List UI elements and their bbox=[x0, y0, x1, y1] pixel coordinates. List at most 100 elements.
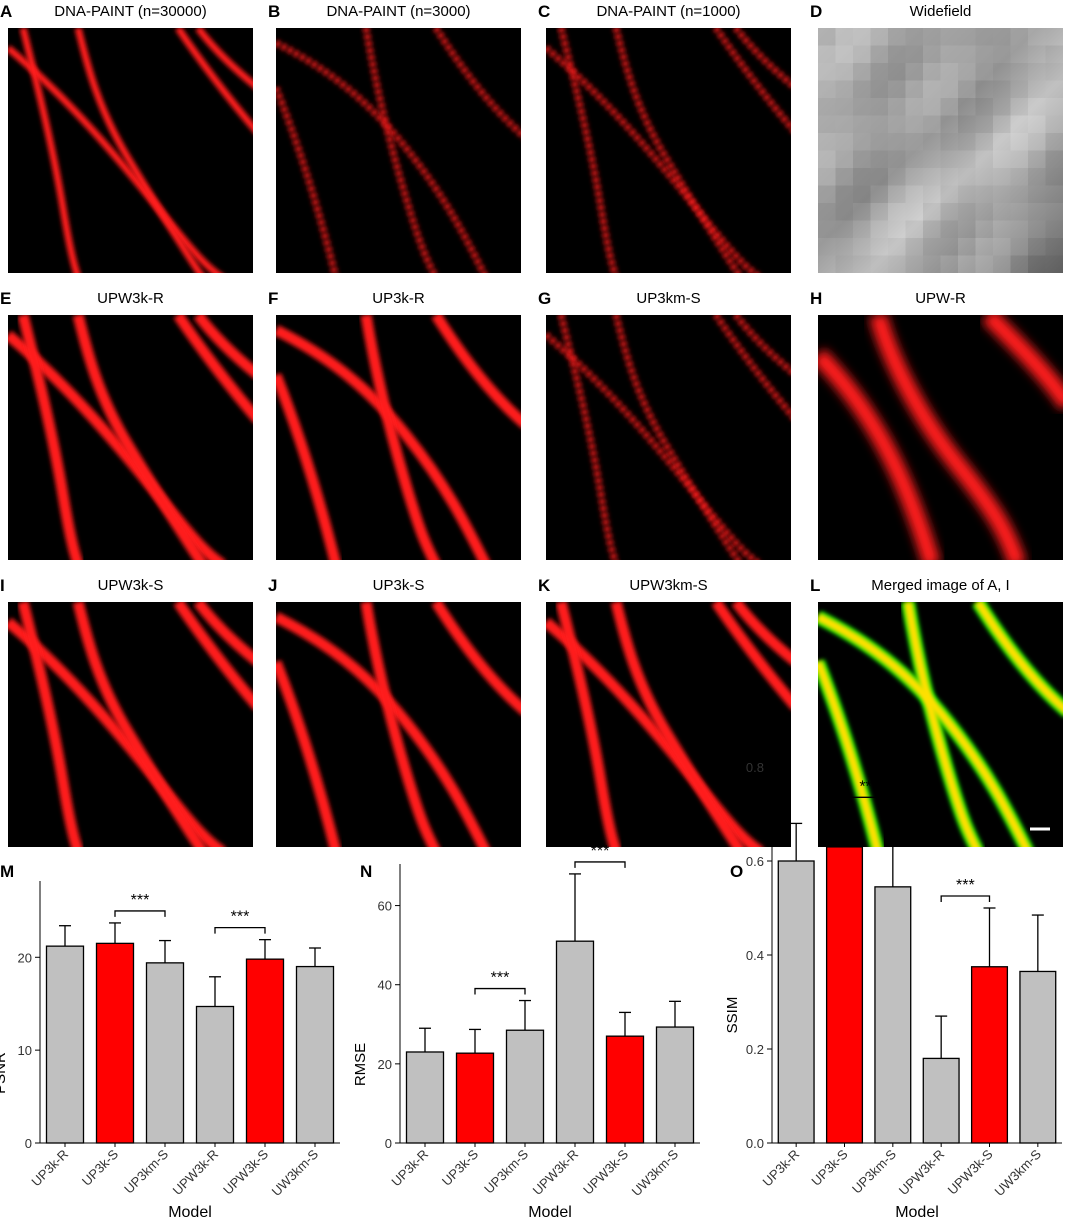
panel-letter: K bbox=[538, 576, 551, 595]
panel-letter: I bbox=[0, 576, 5, 595]
panel-title: Merged image of A, I bbox=[871, 577, 1009, 594]
panel-title: UPW3k-R bbox=[97, 290, 164, 307]
image-panel bbox=[546, 315, 791, 560]
x-tick-label: UP3km-S bbox=[849, 1146, 899, 1196]
panel-letter: D bbox=[810, 2, 822, 21]
bar bbox=[777, 860, 815, 1144]
y-tick-label: 0 bbox=[25, 1136, 32, 1151]
bar bbox=[505, 1029, 545, 1144]
y-tick-label: 60 bbox=[378, 899, 392, 914]
image-panel bbox=[8, 28, 253, 273]
bar bbox=[1019, 970, 1057, 1144]
y-tick-label: 0.4 bbox=[746, 948, 764, 963]
widefield-image bbox=[818, 28, 1063, 273]
y-tick-label: 0.8 bbox=[746, 760, 764, 775]
significance-bracket bbox=[843, 796, 894, 804]
x-tick-label: UP3k-S bbox=[439, 1146, 482, 1189]
panel-letter: J bbox=[268, 576, 277, 595]
panel-letter: N bbox=[360, 862, 372, 881]
y-axis-label: SSIM bbox=[724, 997, 741, 1034]
significance-bracket bbox=[474, 987, 526, 995]
bar bbox=[922, 1057, 960, 1144]
x-tick-label: UW3km-S bbox=[269, 1146, 322, 1199]
x-axis-label: Model bbox=[528, 1204, 572, 1220]
panel-letter: B bbox=[268, 2, 280, 21]
bar bbox=[45, 945, 85, 1144]
image-background bbox=[8, 602, 253, 847]
x-tick-label: UPW3k-R bbox=[530, 1147, 581, 1198]
image-panel bbox=[818, 28, 1063, 273]
image-panel bbox=[8, 602, 253, 847]
x-tick-label: UW3km-S bbox=[991, 1146, 1044, 1199]
panel-letter: F bbox=[268, 289, 278, 308]
significance-label: *** bbox=[956, 877, 975, 894]
panel-title: UP3k-R bbox=[372, 290, 425, 307]
significance-label: *** bbox=[591, 843, 610, 860]
significance-label: *** bbox=[859, 778, 878, 795]
significance-label: *** bbox=[131, 892, 150, 909]
x-tick-label: UPW3k-S bbox=[945, 1146, 996, 1197]
panel-title: UP3k-S bbox=[373, 577, 425, 594]
y-tick-label: 0 bbox=[385, 1136, 392, 1151]
bar bbox=[655, 1026, 695, 1144]
panel-letter: O bbox=[730, 862, 743, 881]
bar bbox=[245, 958, 285, 1144]
panel-letter: C bbox=[538, 2, 550, 21]
bar bbox=[195, 1005, 235, 1144]
bar bbox=[455, 1052, 495, 1144]
image-panel bbox=[276, 315, 521, 560]
bar bbox=[970, 966, 1009, 1144]
image-panel bbox=[276, 602, 521, 847]
image-background bbox=[8, 28, 253, 273]
y-tick-label: 0.2 bbox=[746, 1042, 764, 1057]
x-axis-label: Model bbox=[895, 1204, 939, 1220]
x-tick-label: UP3k-S bbox=[808, 1146, 851, 1189]
bar bbox=[405, 1051, 445, 1144]
image-background bbox=[8, 315, 253, 560]
bar bbox=[874, 886, 912, 1144]
panel-title: UPW3km-S bbox=[629, 577, 707, 594]
y-axis-label: RMSE bbox=[352, 1043, 369, 1086]
image-background bbox=[276, 28, 521, 273]
panel-title: UPW-R bbox=[915, 290, 966, 307]
y-tick-label: 20 bbox=[18, 950, 32, 965]
y-tick-label: 10 bbox=[18, 1043, 32, 1058]
image-panel bbox=[276, 28, 521, 273]
panel-letter: L bbox=[810, 576, 820, 595]
image-background bbox=[546, 315, 791, 560]
bar bbox=[605, 1035, 645, 1144]
image-panel bbox=[546, 602, 791, 847]
significance-label: *** bbox=[231, 909, 250, 926]
bar bbox=[825, 846, 864, 1144]
panel-title: DNA-PAINT (n=1000) bbox=[596, 3, 740, 20]
x-tick-label: UPW3k-R bbox=[896, 1147, 947, 1198]
significance-label: *** bbox=[491, 970, 510, 987]
panel-title: DNA-PAINT (n=3000) bbox=[326, 3, 470, 20]
image-panel bbox=[546, 28, 791, 273]
y-tick-label: 0.6 bbox=[746, 854, 764, 869]
x-tick-label: UP3k-S bbox=[79, 1146, 122, 1189]
x-tick-label: UP3k-R bbox=[28, 1147, 71, 1190]
image-panel bbox=[818, 602, 1063, 847]
panel-letter: H bbox=[810, 289, 822, 308]
x-tick-label: UPW3k-R bbox=[170, 1147, 221, 1198]
image-panel bbox=[818, 315, 1063, 560]
y-tick-label: 20 bbox=[378, 1057, 392, 1072]
x-tick-label: UP3k-R bbox=[759, 1147, 802, 1190]
x-tick-label: UP3k-R bbox=[388, 1147, 431, 1190]
y-axis-label: PSNR bbox=[0, 1052, 9, 1094]
x-tick-label: UP3km-S bbox=[121, 1146, 171, 1196]
y-tick-label: 0.0 bbox=[746, 1136, 764, 1151]
x-tick-label: UPW3k-S bbox=[220, 1146, 271, 1197]
significance-bracket bbox=[574, 861, 626, 868]
x-tick-label: UW3km-S bbox=[629, 1146, 682, 1199]
panel-title: DNA-PAINT (n=30000) bbox=[54, 3, 206, 20]
bar bbox=[145, 962, 185, 1144]
panel-letter: A bbox=[0, 2, 12, 21]
panel-title: Widefield bbox=[910, 3, 972, 20]
bar bbox=[555, 940, 595, 1144]
x-tick-label: UP3km-S bbox=[481, 1146, 531, 1196]
significance-bracket bbox=[940, 895, 991, 902]
